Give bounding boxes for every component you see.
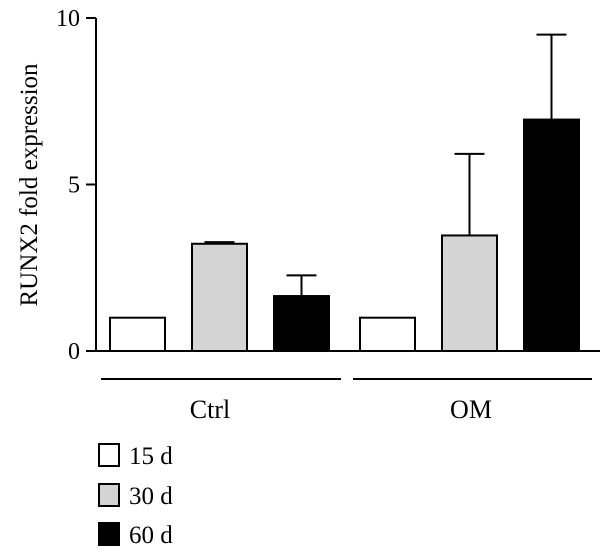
legend: 15 d 30 d 60 d — [98, 443, 173, 549]
y-ticks: 0 5 10 — [56, 6, 96, 365]
y-axis-label: RUNX2 fold expression — [16, 63, 43, 307]
bar-om-60d — [523, 118, 580, 352]
bar-ctrl-60d — [273, 295, 330, 352]
legend-label-60d: 60 d — [129, 522, 173, 549]
y-tick-label: 10 — [56, 6, 80, 32]
error-bars-layer — [204, 33, 567, 297]
y-tick-label: 5 — [68, 173, 80, 199]
error-bar-ctrl-60d — [286, 274, 317, 297]
error-bar-om-60d — [536, 33, 567, 120]
y-tick-label: 0 — [68, 339, 80, 365]
legend-label-15d: 15 d — [129, 443, 173, 470]
bar-om-30d — [441, 234, 498, 353]
legend-swatch-30d — [98, 483, 120, 507]
error-bar-ctrl-30d — [204, 241, 235, 244]
group-label-ctrl: Ctrl — [190, 395, 230, 424]
bar-ctrl-15d — [109, 316, 166, 353]
group-label-om: OM — [450, 395, 492, 424]
legend-swatch-15d — [98, 443, 120, 467]
bars-layer — [109, 118, 580, 353]
bar-om-15d — [359, 316, 416, 353]
legend-swatch-60d — [98, 522, 120, 546]
bar-ctrl-30d — [191, 242, 248, 352]
legend-label-30d: 30 d — [129, 483, 173, 510]
error-bar-om-30d — [454, 152, 485, 236]
